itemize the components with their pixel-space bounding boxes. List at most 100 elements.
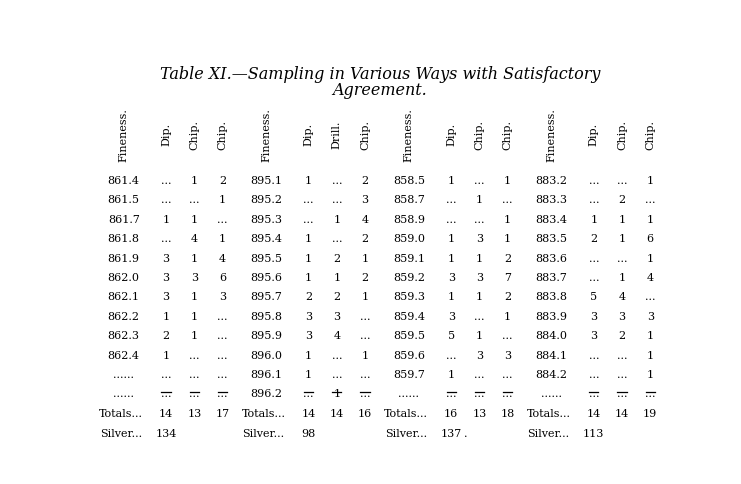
Text: 2: 2 (362, 176, 368, 185)
Text: 1: 1 (333, 272, 340, 282)
Text: 1: 1 (190, 176, 198, 185)
Text: 1: 1 (305, 176, 312, 185)
Text: 861.7: 861.7 (107, 214, 139, 224)
Text: ...: ... (189, 369, 199, 379)
Text: 17: 17 (216, 408, 230, 418)
Text: 859.6: 859.6 (393, 350, 425, 360)
Text: Chip.: Chip. (645, 120, 655, 150)
Text: ...: ... (189, 195, 199, 205)
Text: ...: ... (502, 331, 513, 340)
Text: ...: ... (360, 311, 370, 321)
Text: Dip.: Dip. (589, 123, 599, 146)
Text: ...: ... (189, 350, 199, 360)
Text: ...: ... (217, 350, 227, 360)
Text: 3: 3 (305, 311, 312, 321)
Text: 1: 1 (362, 292, 368, 302)
Text: 5: 5 (590, 292, 597, 302)
Text: 1: 1 (362, 350, 368, 360)
Text: Silver...: Silver... (528, 428, 570, 439)
Text: ...: ... (446, 350, 456, 360)
Text: ...: ... (474, 389, 485, 399)
Text: 884.0: 884.0 (536, 331, 568, 340)
Text: ...: ... (360, 369, 370, 379)
Text: 1: 1 (305, 350, 312, 360)
Text: ...: ... (303, 214, 314, 224)
Text: ...: ... (332, 234, 342, 243)
Text: 883.2: 883.2 (536, 176, 568, 185)
Text: ...: ... (446, 214, 456, 224)
Text: 859.5: 859.5 (393, 331, 425, 340)
Text: ...: ... (217, 214, 227, 224)
Text: 3: 3 (476, 234, 483, 243)
Text: ...: ... (617, 253, 627, 263)
Text: 859.0: 859.0 (393, 234, 425, 243)
Text: 1: 1 (162, 214, 170, 224)
Text: 1: 1 (305, 369, 312, 379)
Text: ...: ... (588, 350, 599, 360)
Text: Totals...: Totals... (527, 408, 571, 418)
Text: ...: ... (617, 176, 627, 185)
Text: 2: 2 (362, 272, 368, 282)
Text: Chip.: Chip. (617, 120, 627, 150)
Text: 1: 1 (219, 234, 226, 243)
Text: 1: 1 (504, 214, 511, 224)
Text: 3: 3 (448, 272, 455, 282)
Text: ...: ... (161, 195, 171, 205)
Text: ...: ... (217, 389, 227, 399)
Text: 883.6: 883.6 (536, 253, 568, 263)
Text: 4: 4 (619, 292, 625, 302)
Text: 895.7: 895.7 (250, 292, 282, 302)
Text: 1: 1 (190, 311, 198, 321)
Text: 1: 1 (448, 253, 455, 263)
Text: 4: 4 (647, 272, 654, 282)
Text: 7: 7 (504, 272, 511, 282)
Text: ...: ... (161, 389, 171, 399)
Text: 883.5: 883.5 (536, 234, 568, 243)
Text: 1: 1 (504, 234, 511, 243)
Text: 895.1: 895.1 (250, 176, 282, 185)
Text: 3: 3 (162, 272, 170, 282)
Text: Silver...: Silver... (242, 428, 285, 439)
Text: 16: 16 (358, 408, 372, 418)
Text: 1: 1 (333, 214, 340, 224)
Text: 896.1: 896.1 (250, 369, 282, 379)
Text: 5: 5 (448, 331, 455, 340)
Text: 3: 3 (647, 311, 654, 321)
Text: 3: 3 (476, 350, 483, 360)
Text: 4: 4 (190, 234, 198, 243)
Text: 6: 6 (219, 272, 226, 282)
Text: Fineness.: Fineness. (404, 107, 414, 161)
Text: 2: 2 (619, 331, 625, 340)
Text: .: . (464, 428, 468, 439)
Text: Totals...: Totals... (99, 408, 143, 418)
Text: ...: ... (217, 369, 227, 379)
Text: ...: ... (502, 389, 513, 399)
Text: 3: 3 (162, 253, 170, 263)
Text: Fineness.: Fineness. (546, 107, 556, 161)
Text: 1: 1 (647, 176, 654, 185)
Text: 134: 134 (156, 428, 177, 439)
Text: Totals...: Totals... (384, 408, 428, 418)
Text: 13: 13 (472, 408, 487, 418)
Text: 895.5: 895.5 (250, 253, 282, 263)
Text: 2: 2 (590, 234, 597, 243)
Text: 896.0: 896.0 (250, 350, 282, 360)
Text: ...: ... (502, 369, 513, 379)
Text: 859.1: 859.1 (393, 253, 425, 263)
Text: 883.7: 883.7 (536, 272, 568, 282)
Text: 3: 3 (333, 311, 340, 321)
Text: 862.1: 862.1 (107, 292, 140, 302)
Text: Dip.: Dip. (304, 123, 313, 146)
Text: 895.8: 895.8 (250, 311, 282, 321)
Text: 895.4: 895.4 (250, 234, 282, 243)
Text: 14: 14 (159, 408, 173, 418)
Text: 883.4: 883.4 (536, 214, 568, 224)
Text: 3: 3 (476, 272, 483, 282)
Text: Totals...: Totals... (242, 408, 285, 418)
Text: 1: 1 (305, 253, 312, 263)
Text: 895.3: 895.3 (250, 214, 282, 224)
Text: ...: ... (161, 234, 171, 243)
Text: Silver...: Silver... (385, 428, 427, 439)
Text: 1: 1 (190, 331, 198, 340)
Text: ...: ... (588, 195, 599, 205)
